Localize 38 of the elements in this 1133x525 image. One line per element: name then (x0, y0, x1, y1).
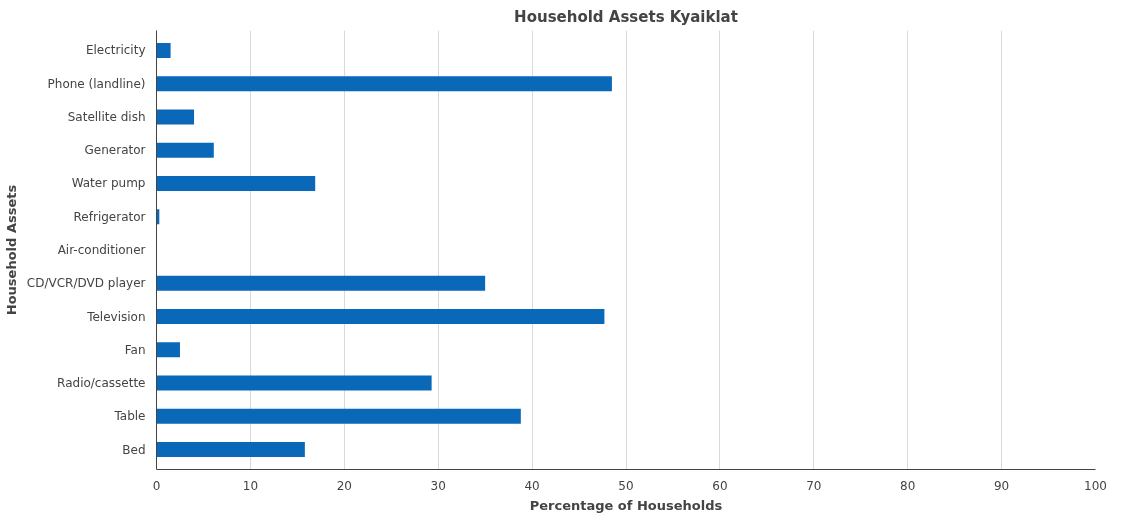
bar (156, 408, 521, 424)
y-tick-label: Phone (landline) (47, 76, 146, 91)
bar (156, 375, 432, 391)
x-tick-label: 50 (618, 478, 634, 493)
y-tick-label: Water pump (71, 176, 146, 191)
x-tick-label: 40 (524, 478, 540, 493)
y-tick-label: Air-conditioner (57, 243, 146, 257)
bar (156, 109, 195, 125)
y-tick-label: Fan (124, 342, 146, 357)
x-tick-label: 80 (900, 478, 916, 493)
y-tick-label: CD/VCR/DVD player (26, 276, 146, 291)
x-axis-title: Percentage of Households (529, 497, 723, 513)
y-tick-label: Bed (122, 442, 146, 457)
x-tick-label: 70 (806, 478, 822, 493)
bar (156, 42, 171, 58)
y-tick-label: Table (113, 409, 146, 424)
bar (156, 76, 612, 92)
x-tick-label: 90 (993, 478, 1010, 493)
y-tick-label: Television (86, 309, 146, 324)
x-tick-label: 0 (152, 478, 161, 493)
x-tick-label: 20 (336, 478, 352, 493)
x-tick-label: 10 (242, 478, 259, 493)
y-tick-label: Radio/cassette (57, 376, 146, 391)
bar (156, 142, 214, 158)
x-tick-label: 60 (712, 478, 728, 493)
x-tick-label: 100 (1084, 478, 1107, 493)
bar (156, 342, 180, 358)
y-tick-label: Generator (84, 143, 146, 158)
y-tick-label: Refrigerator (73, 209, 146, 224)
y-tick-label: Satellite dish (67, 109, 146, 124)
bar (156, 176, 316, 191)
y-tick-label: Electricity (85, 43, 146, 58)
bar (156, 275, 486, 291)
chart-title: Household Assets Kyaiklat (514, 7, 738, 26)
bar (156, 442, 305, 458)
x-tick-label: 30 (430, 478, 446, 493)
bar (156, 309, 605, 324)
y-axis-title: Household Assets (3, 184, 19, 316)
